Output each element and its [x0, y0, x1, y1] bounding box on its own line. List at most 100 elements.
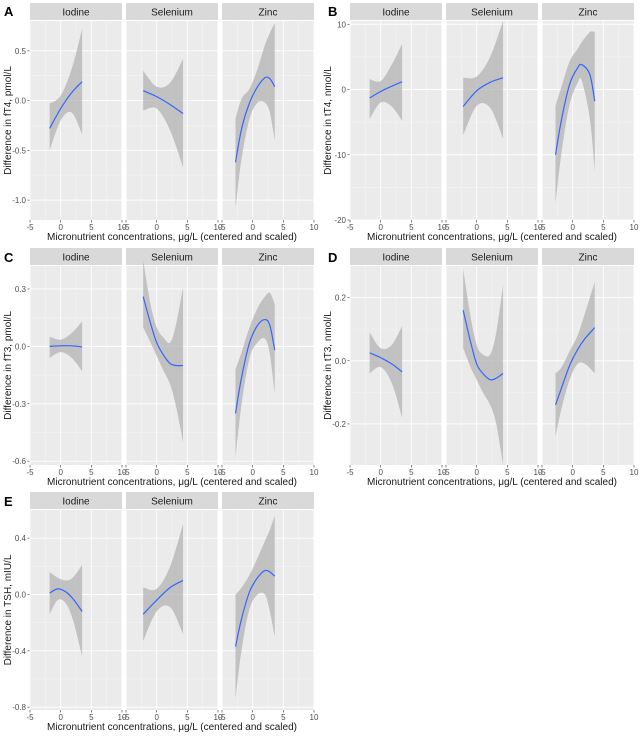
x-tick-label: 0 — [154, 223, 159, 232]
x-axis-title: Micronutrient concentrations, μg/L (cent… — [47, 477, 297, 488]
fitted-line — [142, 296, 184, 367]
x-tick-label: 0 — [570, 223, 575, 232]
panel-letter: E — [4, 494, 13, 509]
fitted-line — [554, 327, 596, 406]
facet-strip — [222, 248, 314, 265]
facet-strip — [446, 248, 538, 265]
y-tick-label: -0.3 — [12, 400, 26, 409]
facet-selenium: Selenium -5 0 5 10 — [122, 248, 223, 477]
confidence-ribbon — [555, 281, 595, 437]
confidence-ribbon — [143, 260, 184, 443]
fitted-line — [142, 579, 184, 615]
facet-strip — [30, 492, 122, 509]
x-tick-label: 5 — [505, 223, 510, 232]
y-tick-label: 0 — [342, 86, 347, 95]
y-tick-label: 0.0 — [15, 342, 27, 351]
facet-strip-label: Selenium — [151, 8, 193, 19]
facet-strip-label: Zinc — [579, 253, 598, 264]
facet-strip-label: Selenium — [151, 497, 193, 508]
confidence-ribbon — [463, 21, 504, 139]
facet-strip — [350, 3, 442, 20]
x-tick-label: 5 — [505, 468, 510, 477]
x-tick-label: -5 — [122, 713, 130, 722]
x-tick-label: 0 — [58, 468, 63, 477]
facet-iodine: Iodine -5 0 5 10 — [26, 3, 127, 232]
y-tick-label: 0.0 — [335, 357, 347, 366]
facet-selenium: Selenium -5 0 5 10 — [442, 3, 543, 232]
y-axis-title: Difference in TSH, mIU/L — [3, 554, 14, 665]
y-axis-title: Difference in tT4, nmol/L — [323, 66, 334, 175]
x-tick-label: 10 — [310, 223, 319, 232]
confidence-ribbon — [369, 43, 403, 121]
confidence-ribbon — [235, 515, 275, 699]
y-axis-title: Difference in tT3, nmol/L — [323, 311, 334, 420]
x-tick-label: 10 — [214, 713, 223, 722]
x-tick-label: 10 — [118, 223, 127, 232]
facet-strip-label: Zinc — [259, 253, 278, 264]
fitted-line — [554, 63, 596, 155]
confidence-ribbon — [555, 31, 595, 204]
y-tick-label: 10 — [337, 20, 346, 29]
x-tick-label: -5 — [538, 468, 546, 477]
facet-zinc: Zinc -5 0 5 10 — [538, 3, 639, 232]
facet-strip — [222, 3, 314, 20]
y-tick-label: 0.3 — [15, 285, 27, 294]
fitted-line — [462, 77, 504, 107]
panel-letter: B — [328, 4, 337, 19]
x-tick-label: 10 — [630, 468, 639, 477]
x-tick-label: 0 — [474, 223, 479, 232]
facet-zinc: Zinc -5 0 5 10 — [218, 3, 319, 232]
x-tick-label: -5 — [346, 223, 354, 232]
x-tick-label: 10 — [630, 223, 639, 232]
facet-strip-label: Selenium — [151, 253, 193, 264]
x-tick-label: -5 — [442, 468, 450, 477]
panel-c: C Difference in fT3, pmol/L -0.6 -0.3 0.0 0.3… — [3, 248, 319, 488]
x-tick-label: 10 — [438, 223, 447, 232]
confidence-ribbon — [49, 564, 83, 657]
fitted-line — [369, 81, 403, 99]
fitted-line — [234, 76, 276, 163]
confidence-ribbon — [235, 22, 275, 209]
x-tick-label: 0 — [378, 223, 383, 232]
x-tick-label: 5 — [281, 713, 286, 722]
y-tick-label: 0.5 — [15, 47, 27, 56]
x-tick-label: 5 — [281, 468, 286, 477]
x-tick-label: 5 — [409, 468, 414, 477]
fitted-line — [234, 569, 276, 647]
x-tick-label: -5 — [122, 223, 130, 232]
y-axis-title: Difference in fT4, pmol/L — [3, 66, 14, 175]
fitted-line — [462, 310, 504, 381]
x-tick-label: -5 — [346, 468, 354, 477]
facet-iodine: Iodine -5 0 5 10 — [26, 248, 127, 477]
confidence-ribbon — [235, 292, 275, 458]
x-axis-title: Micronutrient concentrations, μg/L (cent… — [367, 232, 617, 243]
x-axis-title: Micronutrient concentrations, μg/L (cent… — [367, 477, 617, 488]
facet-strip-label: Selenium — [471, 253, 513, 264]
facet-strip — [126, 492, 218, 509]
panel-letter: A — [4, 4, 14, 19]
y-axis-title: Difference in fT3, pmol/L — [3, 311, 14, 420]
confidence-ribbon — [143, 524, 184, 641]
x-tick-label: 0 — [378, 468, 383, 477]
facet-strip-label: Zinc — [579, 8, 598, 19]
x-tick-label: 10 — [214, 468, 223, 477]
y-tick-label: 0.4 — [15, 534, 27, 543]
facet-strip-label: Zinc — [259, 8, 278, 19]
x-tick-label: 0 — [250, 713, 255, 722]
x-tick-label: 0 — [250, 223, 255, 232]
facet-iodine: Iodine -5 0 5 10 — [26, 492, 127, 722]
facet-zinc: Zinc -5 0 5 10 — [218, 492, 319, 722]
x-tick-label: -5 — [442, 223, 450, 232]
facet-strip — [222, 492, 314, 509]
x-tick-label: 5 — [601, 223, 606, 232]
x-axis-title: Micronutrient concentrations, μg/L (cent… — [47, 232, 297, 243]
x-tick-label: 5 — [185, 713, 190, 722]
panel-letter: C — [4, 250, 14, 265]
x-tick-label: 5 — [601, 468, 606, 477]
facet-selenium: Selenium -5 0 5 10 — [122, 3, 223, 232]
x-tick-label: -5 — [26, 223, 34, 232]
x-tick-label: 5 — [89, 223, 94, 232]
